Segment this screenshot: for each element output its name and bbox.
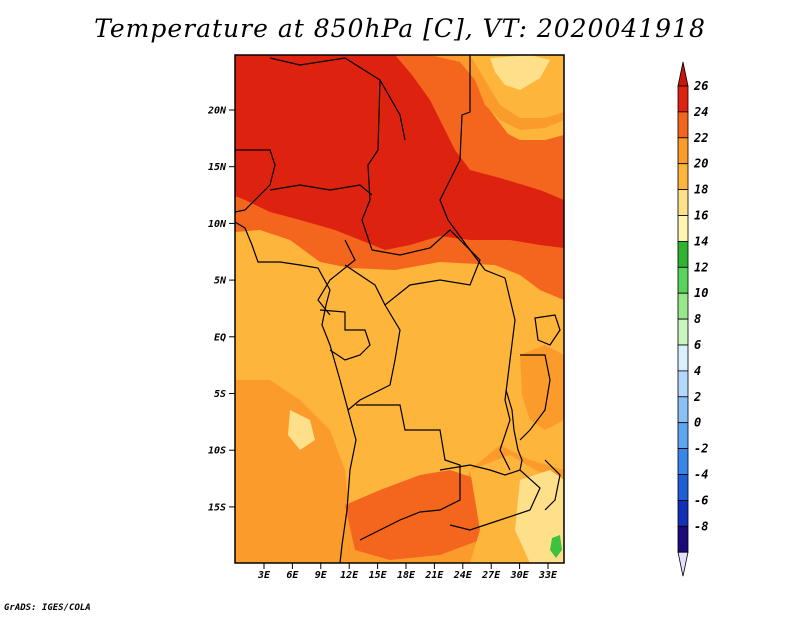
colorbar-swatch — [677, 318, 689, 346]
colorbar-label: 2 — [693, 390, 701, 404]
border-chad-niger — [361, 79, 381, 251]
lon-label: 18E — [397, 570, 416, 581]
border-nigeria-cameroon — [317, 239, 356, 316]
border-libya-egypt — [459, 55, 471, 161]
chart-title: Temperature at 850hPa [C], VT: 202004191… — [94, 14, 706, 43]
coastline — [235, 221, 357, 563]
lon-label: 9E — [315, 570, 328, 581]
border-zambia — [439, 464, 541, 531]
colorbar-swatch — [677, 163, 689, 190]
lon-label: 6E — [286, 570, 299, 581]
latitude-axis: 20N 15N 10N 5N EQ 5S 10S 15S — [207, 106, 235, 513]
colorbar-label: 8 — [694, 312, 701, 326]
colorbar-label: 10 — [694, 286, 708, 300]
border-drc-congo — [347, 304, 401, 411]
lon-label: 30E — [510, 570, 530, 581]
border-algeria-libya — [269, 57, 406, 141]
colorbar-label: 18 — [694, 183, 708, 197]
field-22-24-east — [520, 345, 564, 430]
colorbar-swatch — [677, 499, 689, 527]
colorbar-label: 24 — [693, 105, 708, 119]
colorbar-under-arrow — [677, 551, 689, 577]
colorbar-swatch — [677, 344, 689, 372]
colorbar-label: 16 — [694, 209, 708, 223]
colorbar-swatch — [677, 292, 689, 320]
lon-label: 21E — [424, 570, 444, 581]
country-borders — [235, 55, 561, 563]
colorbar-label: 6 — [694, 338, 701, 352]
lon-label: 24E — [453, 570, 473, 581]
colorbar-over-arrow — [677, 61, 689, 87]
lat-label: 5N — [214, 276, 227, 287]
colorbar-swatch — [677, 240, 689, 268]
field-12-14 — [550, 535, 562, 558]
lat-label: 15N — [208, 162, 227, 173]
colorbar-swatch — [677, 525, 689, 553]
lon-label: 33E — [538, 570, 558, 581]
colorbar-swatch — [677, 422, 689, 450]
lat-label: 20N — [207, 106, 227, 117]
colorbar-label: 20 — [693, 157, 708, 171]
colorbar-label: 0 — [694, 416, 701, 430]
colorbar-label: 12 — [694, 260, 708, 274]
colorbar-label: -6 — [694, 493, 708, 507]
colorbar-label: 14 — [694, 234, 708, 248]
lake-tanganyika — [505, 389, 523, 471]
lake-victoria — [534, 314, 561, 346]
colorbar-swatch — [677, 189, 689, 216]
lon-label: 15E — [369, 570, 388, 581]
map-frame — [234, 54, 565, 564]
field-16-18-west — [288, 410, 315, 450]
grads-credit: GrADS: IGES/COLA — [4, 603, 91, 613]
colorbar-swatch — [677, 85, 689, 113]
lat-label: 10N — [208, 219, 227, 230]
temperature-field — [235, 55, 564, 563]
field-14-16-north — [490, 55, 550, 90]
colorbar-label: -8 — [694, 519, 708, 533]
colorbar-swatch — [677, 215, 689, 242]
border-niger-nigeria — [269, 184, 373, 196]
border-tanzania — [519, 354, 551, 441]
colorbar-label: 4 — [694, 364, 701, 378]
colorbar-swatch — [677, 396, 689, 424]
border-drc-east — [499, 277, 516, 471]
colorbar-label: 22 — [693, 131, 708, 145]
colorbar-swatch — [677, 266, 689, 294]
lon-label: 3E — [257, 570, 271, 581]
border-car — [344, 229, 481, 306]
colorbar-swatch — [677, 137, 689, 165]
colorbar-swatch — [677, 448, 689, 475]
border-angola — [356, 404, 461, 541]
lat-label: 10S — [208, 446, 226, 457]
colorbar-swatch — [677, 370, 689, 398]
border-chad-sudan — [439, 159, 506, 279]
colorbar-label: 26 — [693, 79, 708, 93]
lat-label: 5S — [214, 389, 226, 400]
colorbar-swatch — [677, 474, 689, 501]
border-sahel-west — [235, 149, 276, 213]
border-gabon — [319, 309, 371, 361]
lat-label: EQ — [214, 332, 226, 343]
longitude-axis: 3E 6E 9E 12E 15E 18E 21E 24E 27E 30E 33E — [257, 563, 558, 581]
border-mozambique — [544, 459, 561, 511]
lon-label: 27E — [481, 570, 501, 581]
colorbar-label: -4 — [694, 468, 708, 482]
colorbar-swatch — [677, 111, 689, 139]
colorbar-label: -2 — [694, 442, 708, 456]
field-24-26 — [235, 55, 564, 250]
field-22-24-south — [345, 470, 495, 560]
lat-label: 15S — [208, 502, 226, 513]
lon-label: 12E — [340, 570, 359, 581]
field-20-22-north — [400, 55, 564, 200]
